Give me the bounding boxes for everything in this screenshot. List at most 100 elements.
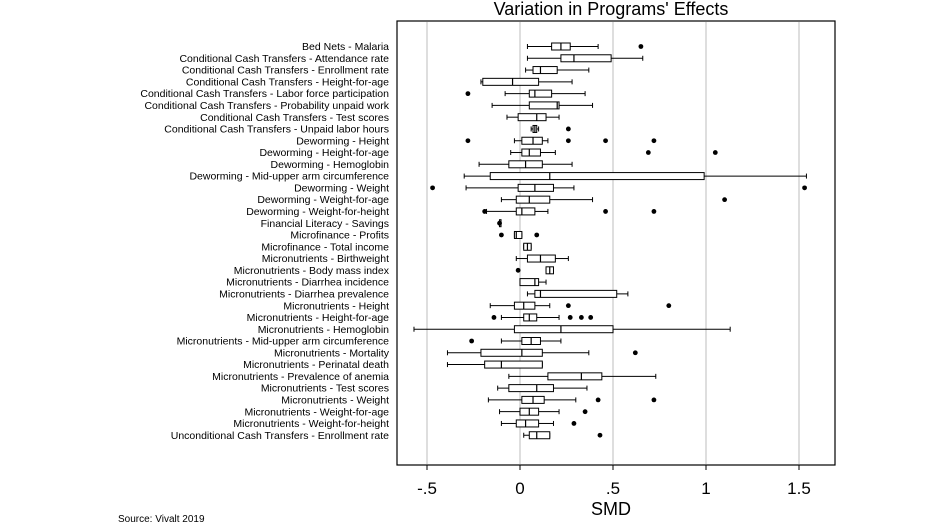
outlier-point	[497, 220, 502, 226]
category-label: Micronutrients - Height-for-age	[247, 312, 390, 324]
category-label: Micronutrients - Mid-upper arm circumfer…	[177, 336, 390, 348]
category-label: Micronutrients - Weight-for-height	[233, 418, 389, 430]
iqr-box	[513, 325, 614, 334]
outlier-point	[469, 338, 475, 344]
category-label: Conditional Cash Transfers - Attendance …	[179, 53, 389, 65]
box-row	[463, 172, 807, 181]
outlier-point	[565, 138, 571, 144]
outlier-point	[565, 303, 571, 309]
iqr-box	[532, 66, 558, 75]
category-label: Deworming - Height-for-age	[259, 147, 389, 159]
category-label: Micronutrients - Weight-for-age	[244, 406, 389, 418]
box-row	[526, 42, 644, 51]
category-label: Micronutrients - Diarrhea prevalence	[219, 288, 389, 300]
x-tick-label: 0	[515, 479, 524, 498]
iqr-box	[480, 348, 543, 357]
outlier-point	[595, 397, 601, 403]
iqr-box	[521, 148, 541, 157]
category-label: Micronutrients - Body mass index	[234, 265, 390, 277]
iqr-box	[534, 289, 618, 298]
box-row	[499, 407, 588, 416]
box-row	[508, 372, 657, 381]
source-note: Source: Vivalt 2019	[118, 514, 205, 525]
iqr-box	[484, 360, 543, 369]
iqr-box	[489, 172, 705, 181]
iqr-box	[517, 113, 547, 122]
category-label: Conditional Cash Transfers - Unpaid labo…	[164, 124, 389, 136]
box-row	[519, 278, 547, 287]
outlier-point	[430, 185, 435, 191]
outlier-point	[651, 138, 657, 144]
plot-frame	[396, 20, 836, 466]
box-row	[526, 54, 644, 63]
iqr-box	[482, 77, 540, 86]
box-row	[430, 183, 807, 192]
outlier-point	[565, 126, 571, 132]
category-label: Micronutrients - Perinatal death	[243, 359, 389, 371]
outlier-point	[482, 209, 488, 214]
category-label: Deworming - Height	[296, 135, 389, 147]
outlier-point	[722, 197, 727, 203]
outlier-point	[632, 350, 638, 356]
category-label: Micronutrients - Hemoglobin	[258, 324, 389, 336]
category-label: Micronutrients - Birthweight	[262, 253, 389, 265]
outlier-point	[638, 44, 644, 49]
box-row	[446, 360, 543, 369]
iqr-box	[528, 431, 551, 440]
box-row	[478, 160, 573, 169]
category-label: Bed Nets - Malaria	[302, 41, 389, 53]
outlier-point	[645, 150, 651, 155]
box-row	[525, 66, 590, 75]
category-label: Deworming - Weight-for-age	[257, 194, 389, 206]
outlier-point	[597, 432, 603, 438]
category-label: Financial Literacy - Savings	[261, 218, 389, 230]
box-row	[482, 207, 657, 216]
outlier-point	[666, 303, 672, 309]
chart-title: Variation in Programs' Effects	[494, 0, 729, 19]
category-label: Conditional Cash Transfers - Height-for-…	[186, 76, 389, 88]
x-tick-label: 1	[701, 479, 710, 498]
outlier-point	[588, 315, 594, 320]
outlier-point	[571, 421, 577, 426]
box-row	[491, 101, 594, 110]
outlier-point	[491, 315, 497, 320]
category-label: Micronutrients - Diarrhea incidence	[226, 277, 389, 289]
box-row	[500, 195, 727, 204]
x-axis: -.5 0 .5 1 1.5	[417, 465, 811, 498]
iqr-box	[515, 195, 551, 204]
box-row	[465, 136, 657, 145]
box-row	[487, 395, 657, 404]
iqr-box	[521, 136, 543, 145]
outlier-point	[499, 232, 504, 238]
box-row	[491, 313, 594, 322]
box-row	[500, 419, 577, 428]
box-row	[480, 77, 573, 86]
box-row	[523, 431, 603, 440]
box-row	[515, 254, 569, 263]
iqr-box	[523, 313, 538, 322]
category-label: Deworming - Mid-upper arm circumference	[189, 171, 389, 183]
outlier-point	[603, 209, 608, 214]
x-tick-label: .5	[606, 479, 620, 498]
box-row	[489, 301, 672, 310]
outlier-point	[465, 138, 471, 144]
iqr-box	[560, 54, 612, 63]
outlier-point	[515, 267, 521, 273]
category-label: Microfinance - Total income	[261, 241, 389, 253]
x-tick-label: 1.5	[787, 479, 811, 498]
box-row	[446, 348, 638, 357]
iqr-box	[515, 207, 536, 216]
iqr-box	[547, 372, 603, 381]
iqr-box	[513, 301, 536, 310]
outlier-point	[567, 315, 573, 320]
category-label: Micronutrients - Test scores	[261, 383, 389, 395]
category-label: Conditional Cash Transfers - Probability…	[144, 100, 389, 112]
outlier-point	[603, 138, 608, 144]
iqr-box	[508, 384, 554, 393]
category-label: Micronutrients - Prevalence of anemia	[212, 371, 389, 383]
outlier-point	[534, 232, 540, 238]
box-row	[506, 113, 560, 122]
box-row	[469, 337, 562, 345]
